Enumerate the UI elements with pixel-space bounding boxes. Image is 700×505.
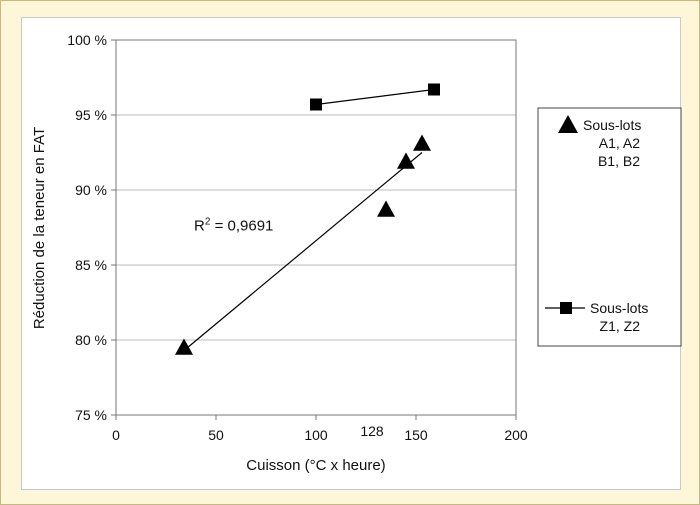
x-axis-title: Cuisson (°C x heure) <box>246 457 385 474</box>
connector-line <box>315 88 435 106</box>
data-points <box>175 83 440 355</box>
r2-superscript: 2 <box>205 217 211 228</box>
plot-area <box>115 39 517 416</box>
gridlines <box>116 114 516 341</box>
x-tick-labels: 0 50 100 150 200 128 <box>112 415 528 443</box>
x-tick-label: 50 <box>208 427 224 443</box>
legend-triangle-marker <box>558 115 578 133</box>
r2-value: = 0,9691 <box>210 218 273 235</box>
square-point <box>310 98 322 111</box>
triangle-point <box>175 338 193 355</box>
y-tick-label: 85 % <box>75 257 107 273</box>
triangle-point <box>413 134 431 151</box>
legend-entry-label: Sous-lots <box>590 300 648 316</box>
r-squared-annotation: R2 = 0,9691 <box>194 217 273 235</box>
r2-prefix: R <box>194 218 205 235</box>
legend-entry-label: Sous-lots <box>583 117 641 133</box>
y-tick-label: 100 % <box>67 32 107 48</box>
trendline <box>183 152 423 351</box>
legend-entry-label: Z1, Z2 <box>600 318 641 334</box>
x-tick-label: 200 <box>504 427 528 443</box>
y-tick-label: 75 % <box>75 407 107 423</box>
square-point <box>428 83 440 96</box>
legend: Sous-lots A1, A2 B1, B2 Sous-lots Z1, Z2 <box>537 107 682 347</box>
y-axis-title: Réduction de la teneur en FAT <box>31 127 48 329</box>
x-tick-label: 100 <box>304 427 328 443</box>
y-tick-labels: 75 % 80 % 85 % 90 % 95 % 100 % <box>67 32 116 423</box>
legend-square-marker <box>560 302 572 314</box>
x-annotation-label: 128 <box>360 423 384 439</box>
triangle-point <box>397 152 415 169</box>
triangle-point <box>377 200 395 217</box>
y-tick-label: 80 % <box>75 332 107 348</box>
x-tick-label: 0 <box>112 427 120 443</box>
trend-lines <box>183 88 435 351</box>
legend-entry-label: B1, B2 <box>598 153 640 169</box>
y-tick-label: 90 % <box>75 182 107 198</box>
x-tick-label: 150 <box>404 427 428 443</box>
y-tick-label: 95 % <box>75 107 107 123</box>
legend-entry-label: A1, A2 <box>599 135 640 151</box>
